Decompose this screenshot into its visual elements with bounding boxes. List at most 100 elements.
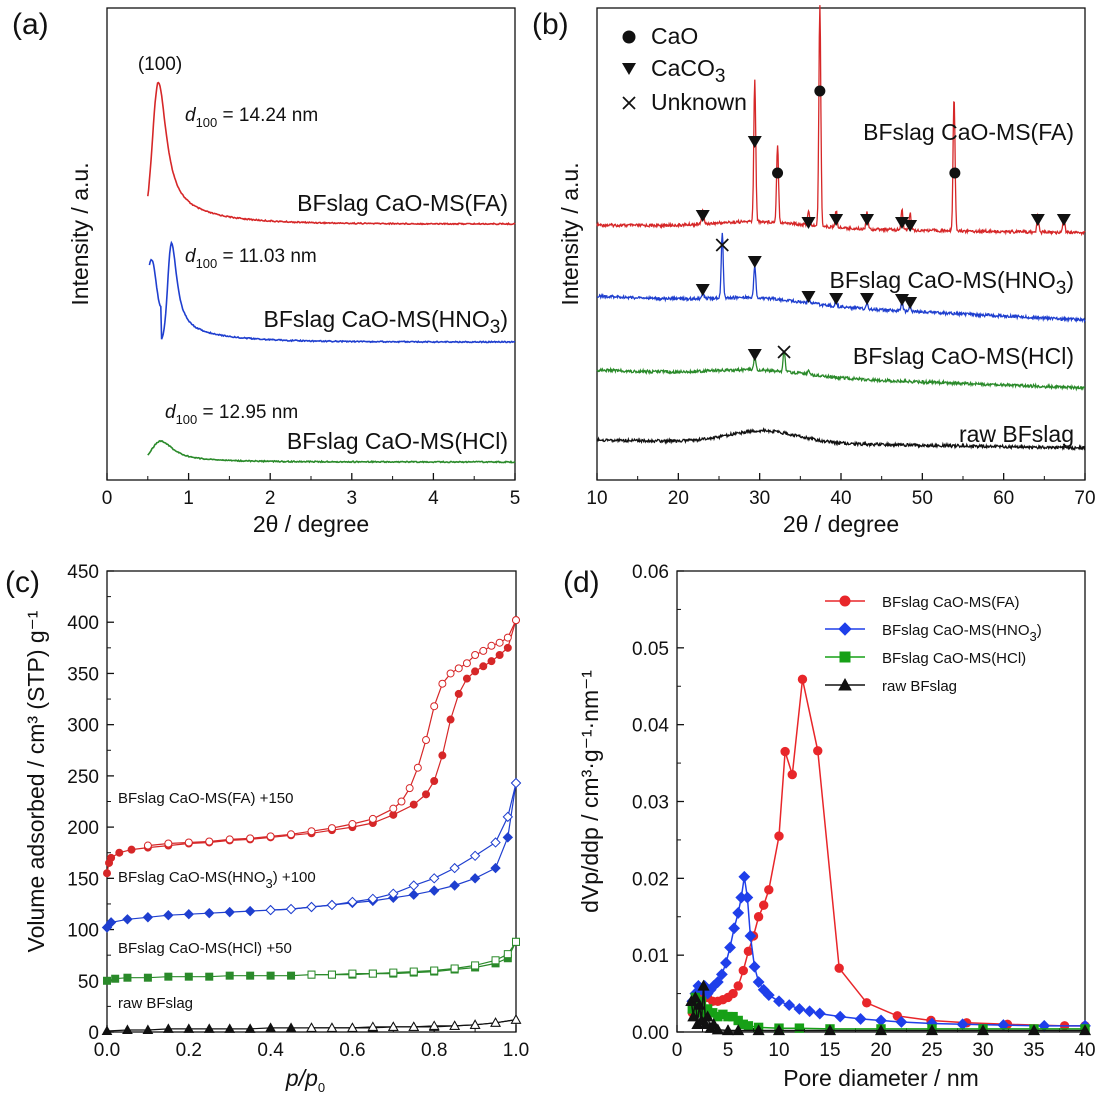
x-tick-label: 70 — [1074, 488, 1095, 509]
x-tick-label: 0.6 — [339, 1040, 365, 1061]
psd-point-fa — [759, 900, 769, 910]
point-hcl-desorption — [348, 969, 357, 978]
point-hcl-adsorption — [143, 973, 152, 982]
point-hcl-adsorption — [246, 971, 255, 980]
psd-point-fa — [892, 1011, 903, 1021]
point-hno3-desorption — [285, 903, 297, 915]
panel-label: (d) — [563, 566, 600, 599]
point-fa-desorption — [471, 651, 480, 660]
x-axis-title: Pore diameter / nm — [783, 1065, 979, 1091]
legend-marker-triangle — [622, 63, 636, 75]
psd-point-fa — [774, 831, 784, 841]
y-tick-label: 250 — [67, 767, 99, 788]
psd-point-raw — [752, 1024, 765, 1036]
psd-point-hno3 — [834, 1010, 847, 1023]
point-fa-desorption — [446, 669, 455, 678]
point-hno3-adsorption — [204, 907, 215, 919]
point-raw-desorption — [347, 1022, 358, 1032]
point-raw-desorption — [510, 1014, 522, 1024]
d-value: = 14.24 nm — [217, 105, 318, 126]
point-hno3-desorption — [367, 893, 379, 905]
psd-point-fa — [733, 981, 743, 991]
y-axis-title: Intensity / a.u. — [557, 162, 583, 305]
series-label-raw-base: raw BFslag — [959, 421, 1074, 447]
series-label-hno3-base: BFslag CaO-MS(HNO — [264, 306, 490, 332]
psd-point-raw — [721, 1024, 735, 1036]
y-tick-label: 200 — [67, 818, 99, 839]
point-raw-adsorption — [142, 1024, 154, 1034]
series-label-hno3-sub: 3 — [1056, 278, 1067, 299]
panel-a: (a) 0 1 2 3 4 5 2θ / degree Intensity / a.u. BFsl… — [12, 7, 520, 537]
series-label-raw-base: raw BFslag — [118, 995, 193, 1012]
psd-point-hno3 — [773, 995, 785, 1008]
y-tick-label: 150 — [67, 869, 99, 890]
phase-marker-caco3 — [860, 293, 875, 305]
d-value: = 12.95 nm — [197, 402, 298, 423]
point-fa-desorption — [143, 841, 152, 850]
point-raw-desorption — [490, 1017, 501, 1027]
series-label-raw: raw BFslag — [118, 995, 193, 1012]
point-hno3-adsorption — [502, 832, 514, 843]
point-fa-adsorption — [479, 662, 488, 671]
point-raw-adsorption — [285, 1022, 297, 1032]
psd-point-hno3 — [803, 1005, 816, 1018]
phase-marker-caco3 — [1030, 214, 1045, 226]
x-tick-label: 50 — [912, 488, 933, 509]
legend-label-circle-base: CaO — [651, 23, 698, 49]
series-label-hno3-sub: 3 — [266, 876, 273, 891]
pattern-raw — [596, 426, 1086, 452]
point-fa-adsorption — [454, 689, 463, 698]
x-axis-title: 2θ / degree — [783, 511, 899, 537]
pattern-fa — [596, 5, 1086, 237]
curve-hcl — [147, 439, 516, 464]
y-tick-label: 0.01 — [632, 946, 669, 967]
legend-label-base: BFslag CaO-MS(HNO — [882, 622, 1030, 639]
legend-label-tail: ) — [1037, 622, 1042, 639]
point-hno3-desorption — [306, 901, 317, 913]
y-tick-label: 50 — [78, 972, 99, 993]
series-label-hcl: BFslag CaO-MS(HCl) — [853, 343, 1074, 369]
point-fa-adsorption — [103, 869, 111, 878]
psd-point-raw — [1027, 1024, 1041, 1036]
x-tick-label: 20 — [870, 1040, 891, 1061]
point-hno3-adsorption — [449, 880, 460, 891]
legend-label: raw BFslag — [882, 678, 957, 695]
psd-point-hno3 — [728, 922, 741, 935]
x-tick-label: 35 — [1023, 1040, 1044, 1061]
psd-point-fa — [780, 746, 790, 757]
y-tick-label: 0.06 — [632, 562, 669, 583]
legend-marker-cross — [622, 96, 636, 110]
point-fa-desorption — [389, 804, 398, 813]
x-tick-label: 5 — [723, 1040, 734, 1061]
point-raw-adsorption — [183, 1023, 195, 1033]
pattern-hcl — [596, 350, 1086, 392]
legend-label-sub: 3 — [1030, 629, 1037, 644]
series-label-fa: BFslag CaO-MS(FA) — [297, 190, 508, 216]
x-tick-label: 1 — [183, 488, 194, 509]
point-hno3-adsorption — [142, 912, 154, 923]
point-hcl-desorption — [512, 937, 520, 946]
point-hno3-desorption — [326, 899, 338, 911]
legend-label-cross: Unknown — [651, 89, 747, 115]
d-spacing-annotation: d100 = 14.24 nm — [185, 105, 318, 130]
psd-point-hno3 — [875, 1014, 887, 1027]
point-raw-adsorption — [203, 1023, 215, 1033]
legend-label-base: raw BFslag — [882, 678, 957, 695]
point-raw-adsorption — [224, 1023, 236, 1033]
psd-point-hno3 — [793, 1003, 806, 1015]
series-label-hno3-sub: 3 — [490, 317, 501, 338]
legend-label-base: BFslag CaO-MS(FA) — [882, 594, 1020, 611]
series-label-hno3: BFslag CaO-MS(HNO3) — [264, 306, 508, 338]
phase-marker-caco3 — [801, 291, 816, 303]
point-hcl-desorption — [409, 967, 418, 976]
point-hcl-adsorption — [164, 972, 173, 981]
point-fa-desorption — [307, 827, 316, 836]
legend-marker-cross-stroke2 — [622, 96, 636, 110]
legend-marker — [839, 651, 851, 663]
d-symbol: d — [185, 105, 197, 126]
panel-b: (b) 10 20 30 40 50 60 70 2θ / degree Intensity / … — [532, 5, 1096, 537]
legend-marker — [838, 677, 852, 691]
point-hno3-desorption — [502, 811, 514, 823]
phase-marker-cao — [814, 85, 826, 97]
